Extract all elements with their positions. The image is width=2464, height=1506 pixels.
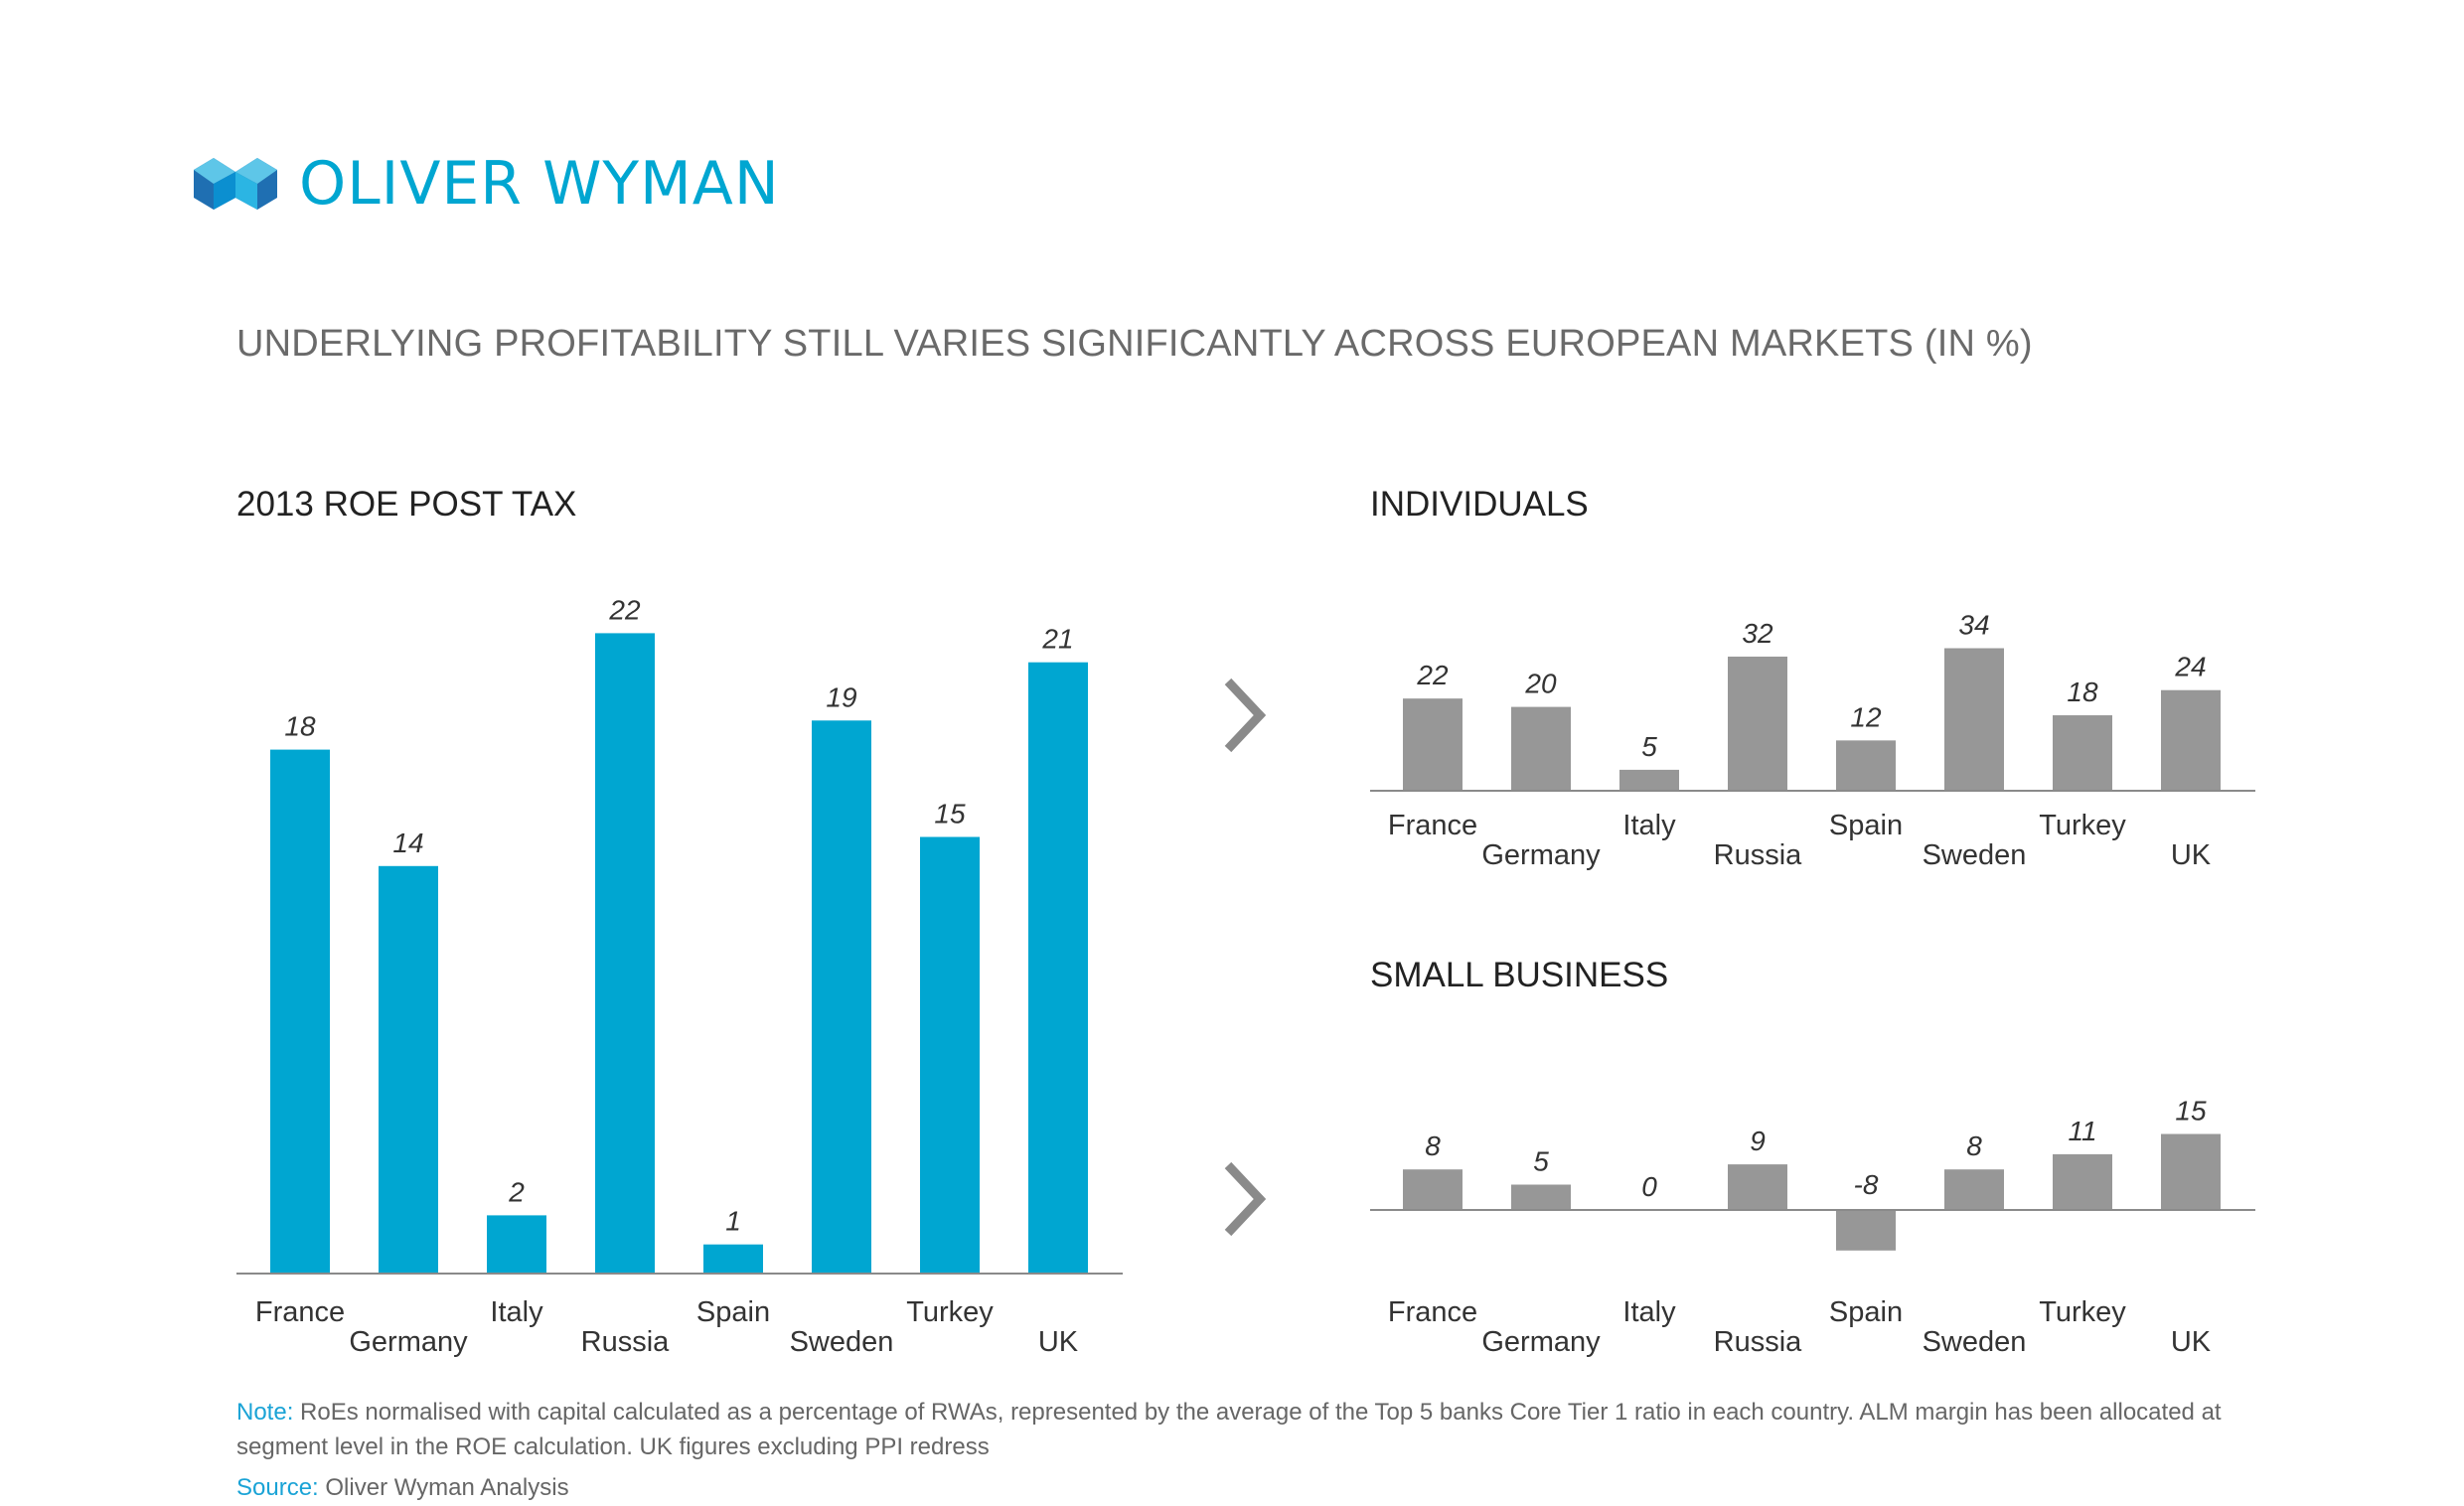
category-label: France bbox=[1388, 810, 1477, 841]
value-label: 11 bbox=[2068, 1116, 2096, 1146]
brand-logo: OLIVER WYMAN bbox=[194, 149, 780, 219]
value-label: 22 bbox=[1416, 660, 1449, 690]
category-label: Sweden bbox=[1923, 1326, 2027, 1358]
category-label: Sweden bbox=[1923, 839, 2027, 871]
category-label: Spain bbox=[696, 1296, 770, 1328]
bar-germany bbox=[1511, 1184, 1571, 1210]
category-label: Germany bbox=[1481, 1326, 1601, 1358]
value-label: 8 bbox=[1966, 1130, 1982, 1161]
value-label: 5 bbox=[1533, 1146, 1549, 1177]
chart-title-small-business: SMALL BUSINESS bbox=[1370, 956, 1669, 994]
value-label: 15 bbox=[934, 799, 966, 829]
value-label: 15 bbox=[2175, 1096, 2207, 1127]
value-label: 18 bbox=[2067, 677, 2098, 707]
chevron-right-icon bbox=[1224, 1161, 1267, 1237]
bar-france bbox=[1403, 1169, 1463, 1210]
value-label: 2 bbox=[508, 1176, 525, 1207]
oliver-wyman-logo-icon bbox=[194, 158, 277, 210]
chart-2: 8 France 5 Germany 0 Italy 9 Russia -8 Spain 8 Swed… bbox=[1370, 1096, 2255, 1358]
category-label: Germany bbox=[1481, 839, 1601, 871]
category-label: UK bbox=[1038, 1326, 1079, 1358]
value-label: 21 bbox=[1041, 624, 1073, 655]
value-label: 32 bbox=[1742, 618, 1773, 649]
value-label: 22 bbox=[608, 594, 641, 625]
bar-uk bbox=[2161, 689, 2221, 791]
category-label: Turkey bbox=[2039, 1296, 2126, 1328]
bar-sweden bbox=[812, 720, 871, 1274]
value-label: 24 bbox=[2174, 652, 2206, 682]
bar-italy bbox=[487, 1215, 546, 1274]
footnote: Note: RoEs normalised with capital calcu… bbox=[236, 1395, 2263, 1464]
category-label: France bbox=[1388, 1296, 1477, 1328]
bar-turkey bbox=[2053, 715, 2112, 791]
chart-1: 22 France 20 Germany 5 Italy 32 Russia 12 Spain 34… bbox=[1370, 610, 2255, 871]
note-text: RoEs normalised with capital calculated … bbox=[236, 1399, 2222, 1460]
value-label: 8 bbox=[1425, 1130, 1441, 1161]
category-label: Italy bbox=[490, 1296, 543, 1328]
page-title: UNDERLYING PROFITABILITY STILL VARIES SI… bbox=[236, 323, 2033, 365]
category-label: Germany bbox=[349, 1326, 468, 1358]
bar-germany bbox=[1511, 706, 1571, 791]
value-label: 9 bbox=[1750, 1126, 1766, 1156]
category-label: UK bbox=[2171, 1326, 2212, 1358]
category-label: UK bbox=[2171, 839, 2212, 871]
bar-turkey bbox=[2053, 1153, 2112, 1210]
category-label: Turkey bbox=[2039, 810, 2126, 841]
value-label: 18 bbox=[284, 711, 316, 742]
category-label: Russia bbox=[1714, 839, 1803, 871]
category-label: Sweden bbox=[790, 1326, 894, 1358]
value-label: 5 bbox=[1641, 731, 1657, 762]
bar-spain bbox=[1836, 740, 1896, 791]
bar-russia bbox=[1728, 656, 1787, 791]
chart-title-roe: 2013 ROE POST TAX bbox=[236, 485, 577, 524]
category-label: Russia bbox=[1714, 1326, 1803, 1358]
bar-germany bbox=[379, 865, 438, 1274]
value-label: -8 bbox=[1854, 1169, 1879, 1200]
value-label: 12 bbox=[1850, 701, 1882, 732]
bar-spain bbox=[703, 1244, 763, 1274]
bar-spain bbox=[1836, 1210, 1896, 1251]
value-label: 19 bbox=[826, 681, 856, 712]
category-label: France bbox=[255, 1296, 345, 1328]
category-label: Italy bbox=[1622, 1296, 1676, 1328]
brand-name: OLIVER WYMAN bbox=[299, 149, 780, 219]
value-label: 20 bbox=[1524, 669, 1557, 699]
bar-uk bbox=[2161, 1133, 2221, 1210]
note-label: Note: bbox=[236, 1399, 294, 1426]
bar-russia bbox=[1728, 1164, 1787, 1210]
source-text: Oliver Wyman Analysis bbox=[318, 1474, 569, 1501]
value-label: 1 bbox=[725, 1206, 741, 1237]
category-label: Spain bbox=[1829, 1296, 1903, 1328]
bar-russia bbox=[595, 633, 655, 1274]
bar-sweden bbox=[1944, 1169, 2004, 1210]
source-label: Source: bbox=[236, 1474, 319, 1501]
source-line: Source: Oliver Wyman Analysis bbox=[236, 1474, 569, 1502]
value-label: 34 bbox=[1958, 610, 1989, 641]
bar-france bbox=[1403, 698, 1463, 791]
value-label: 14 bbox=[392, 828, 423, 858]
category-label: Spain bbox=[1829, 810, 1903, 841]
bar-sweden bbox=[1944, 648, 2004, 791]
chart-0: 18 France 14 Germany 2 Italy 22 Russia 1 Spain 19 S… bbox=[236, 594, 1123, 1358]
category-label: Turkey bbox=[906, 1296, 994, 1328]
chart-title-individuals: INDIVIDUALS bbox=[1370, 485, 1589, 524]
category-label: Italy bbox=[1622, 810, 1676, 841]
bar-italy bbox=[1619, 769, 1679, 791]
bar-france bbox=[270, 749, 330, 1274]
value-label: 0 bbox=[1641, 1171, 1657, 1202]
bar-uk bbox=[1028, 662, 1088, 1274]
chevron-right-icon bbox=[1224, 678, 1267, 753]
category-label: Russia bbox=[581, 1326, 671, 1358]
bar-turkey bbox=[920, 836, 980, 1274]
